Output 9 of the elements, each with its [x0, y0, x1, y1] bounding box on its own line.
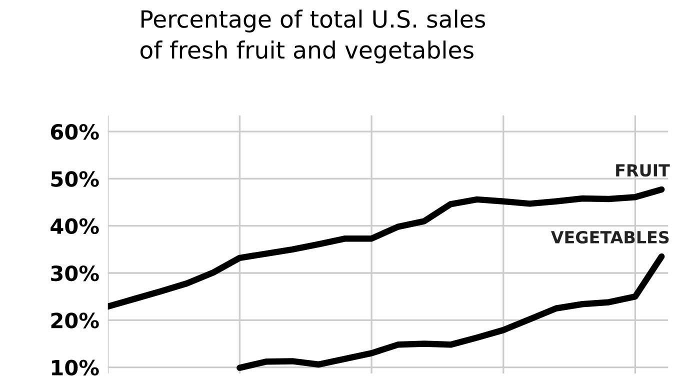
- y-tick-label: 10%: [52, 360, 99, 376]
- series-label: VEGETABLES: [550, 230, 669, 244]
- y-tick-label: 20%: [51, 312, 99, 328]
- y-tick-label: 60%: [50, 124, 99, 140]
- chart-title: Percentage of total U.S. sales of fresh fruit and vegetables: [140, 10, 486, 64]
- y-tick-label: 30%: [51, 265, 99, 282]
- series-label: FRUIT: [616, 164, 670, 177]
- y-tick-label: 50%: [51, 171, 99, 187]
- y-tick-label: 40%: [50, 218, 99, 234]
